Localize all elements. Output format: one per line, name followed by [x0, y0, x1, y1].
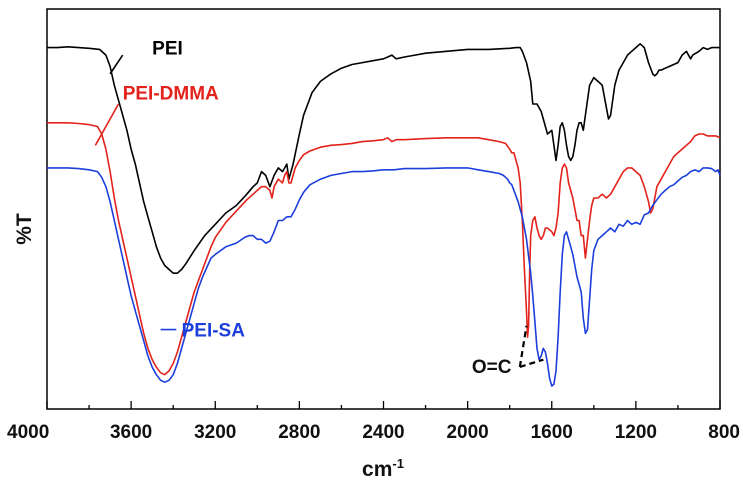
series-label-pei-sa: PEI-SA: [182, 321, 246, 342]
x-axis-title-superscript: -1: [392, 456, 404, 471]
y-axis-title: %T: [13, 213, 36, 245]
x-tick-label-1600: 1600: [531, 422, 573, 443]
x-tick-label-2000: 2000: [446, 422, 488, 443]
leader-line-pei: [109, 54, 124, 75]
series-line-pei-dmma: [47, 122, 721, 376]
x-tick-label-800: 800: [708, 422, 740, 443]
series-label-pei-dmma: PEI-DMMA: [123, 84, 219, 105]
series-layer: [47, 43, 721, 387]
x-tick-label-2800: 2800: [278, 422, 320, 443]
x-axis-ticks: 4000 3600 3200 2800 2400 2000 1600 1200 800: [7, 401, 740, 443]
x-tick-label-2400: 2400: [362, 422, 404, 443]
leader-line-pei-dmma: [94, 103, 120, 146]
x-tick-label-3600: 3600: [110, 422, 152, 443]
x-tick-label-4000: 4000: [7, 422, 49, 443]
x-tick-label-3200: 3200: [194, 422, 236, 443]
series-line-pei: [47, 43, 720, 274]
x-axis-title-main: cm: [362, 458, 392, 481]
series-label-pei: PEI: [152, 39, 183, 60]
annotation-layer: O=C: [472, 325, 544, 378]
x-tick-label-1200: 1200: [615, 422, 657, 443]
series-line-pei-sa: [47, 167, 721, 387]
annotation-pointer-1: [518, 325, 528, 368]
x-axis-title: cm-1: [362, 456, 404, 481]
annotation-pointer-2: [519, 358, 544, 368]
series-labels: PEI PEI-DMMA PEI-SA: [94, 39, 246, 342]
annotation-label-oc: O=C: [472, 357, 512, 378]
